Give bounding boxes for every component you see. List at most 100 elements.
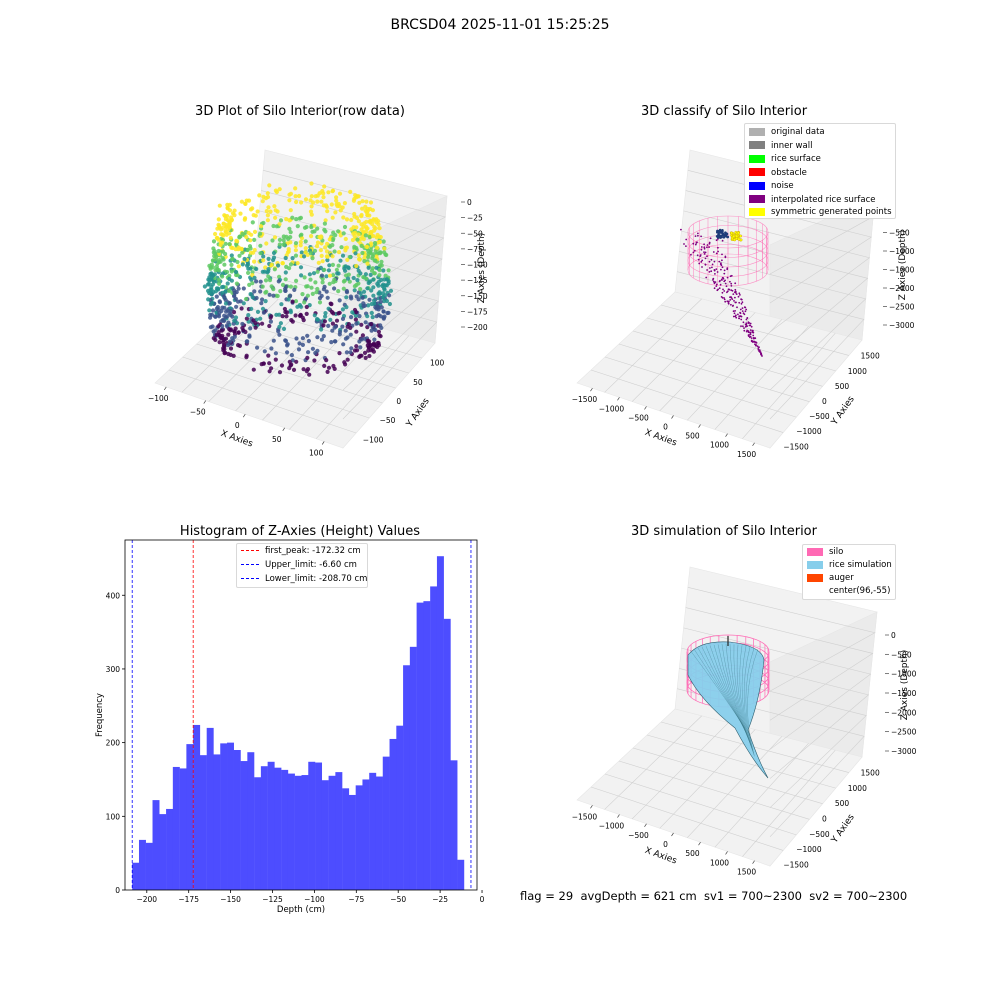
data-point: [240, 250, 245, 255]
data-point: [368, 250, 373, 255]
data-point: [281, 326, 287, 331]
interpolated-point: [692, 242, 695, 245]
histogram-bar: [396, 725, 404, 890]
x-tick-label: 1500: [737, 868, 756, 877]
data-point: [382, 250, 387, 255]
interpolated-point: [727, 302, 730, 305]
data-point: [283, 270, 288, 275]
grid-line: [687, 736, 783, 838]
data-point: [313, 280, 318, 285]
rice-point: [722, 236, 726, 239]
data-point: [371, 285, 376, 290]
grid-line: [714, 743, 809, 848]
data-point: [319, 273, 325, 278]
x-tick: [644, 406, 647, 410]
data-point: [214, 264, 219, 269]
interpolated-point: [729, 299, 732, 301]
histogram-bar: [375, 776, 383, 890]
interpolated-point: [734, 310, 736, 312]
y-tick-label: −100: [363, 435, 384, 444]
interpolated-point: [715, 268, 718, 270]
data-point: [329, 340, 334, 345]
data-point: [306, 350, 311, 355]
data-point: [281, 238, 286, 243]
data-point: [309, 194, 314, 199]
data-point: [251, 367, 256, 372]
x-tick-label: −125: [262, 895, 283, 904]
data-point: [321, 203, 326, 208]
data-point: [224, 232, 229, 237]
data-point: [319, 253, 324, 258]
histogram-bar: [199, 755, 207, 890]
data-point: [363, 230, 369, 235]
y-tick-label: −1000: [796, 845, 822, 854]
data-point: [375, 344, 380, 350]
data-point: [280, 282, 286, 287]
data-point: [244, 353, 249, 358]
data-point: [293, 313, 298, 318]
interpolated-point: [745, 318, 748, 321]
data-point: [278, 218, 284, 223]
data-point: [271, 293, 276, 298]
data-point: [326, 306, 331, 311]
data-point: [332, 277, 337, 282]
data-point: [344, 273, 349, 278]
interpolated-point: [715, 285, 718, 287]
data-point: [371, 349, 376, 354]
data-point: [349, 227, 354, 232]
panel-title-hist: Histogram of Z-Axies (Height) Values: [179, 524, 421, 539]
data-point: [360, 295, 365, 300]
z-tick-label: −500: [889, 229, 910, 238]
data-point: [371, 233, 376, 239]
data-point: [320, 276, 325, 281]
data-point: [377, 239, 382, 245]
histogram-bar: [152, 800, 160, 890]
data-point: [289, 318, 294, 323]
interpolated-point: [726, 276, 729, 279]
grid-line: [182, 356, 370, 419]
data-point: [337, 329, 343, 334]
symmetric-point: [732, 234, 736, 238]
interpolated-point: [706, 246, 708, 249]
data-point: [304, 304, 309, 310]
data-point: [300, 292, 305, 297]
data-point: [251, 213, 256, 218]
data-point: [377, 291, 382, 296]
data-point: [293, 241, 299, 246]
data-point: [321, 191, 326, 196]
data-point: [207, 308, 212, 313]
data-point: [214, 254, 219, 259]
data-point: [217, 311, 222, 316]
data-point: [234, 281, 239, 286]
interpolated-point: [715, 252, 718, 255]
data-point: [324, 274, 329, 279]
x-tick-label: −75: [348, 895, 364, 904]
data-point: [330, 321, 335, 326]
data-point: [248, 207, 254, 212]
data-point: [221, 340, 226, 345]
data-point: [265, 191, 270, 196]
data-point: [266, 269, 271, 274]
x-tick: [725, 433, 728, 437]
data-point: [237, 235, 242, 240]
data-point: [288, 240, 293, 245]
data-point: [261, 254, 266, 259]
data-point: [217, 281, 222, 286]
data-point: [222, 305, 227, 310]
interpolated-point: [756, 345, 759, 348]
interpolated-point: [747, 321, 750, 323]
histogram-bar: [260, 766, 268, 890]
data-point: [285, 350, 290, 355]
interpolated-point: [703, 247, 706, 250]
data-point: [372, 298, 377, 303]
data-point: [373, 226, 378, 231]
data-point: [293, 248, 298, 253]
data-point: [244, 316, 249, 321]
y-tick-label: 100: [430, 359, 445, 368]
interpolated-point: [734, 296, 736, 299]
data-point: [208, 315, 213, 320]
legend-label: rice simulation: [829, 560, 892, 570]
data-point: [277, 242, 282, 247]
data-point: [283, 338, 289, 344]
grid-line: [168, 369, 357, 434]
